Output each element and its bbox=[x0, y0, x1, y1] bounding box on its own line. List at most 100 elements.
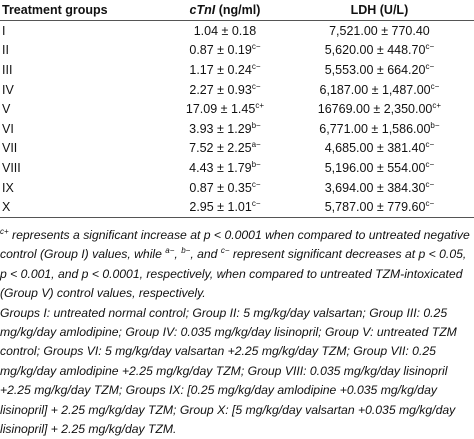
ldh-cell: 6,187.00 ± 1,487.00c− bbox=[285, 80, 474, 100]
ctni-cell: 4.43 ± 1.79b− bbox=[165, 158, 285, 178]
significance-mark: c− bbox=[425, 61, 435, 71]
ldh-value: 4,685.00 ± 381.40 bbox=[324, 141, 426, 156]
results-table: Treatment groups cTnI (ng/ml) LDH (U/L) … bbox=[0, 0, 474, 218]
ldh-cell: 5,620.00 ± 448.70c− bbox=[285, 41, 474, 61]
footnote: c+ represents a significant increase at … bbox=[0, 226, 470, 304]
footnote-mark: c+ bbox=[0, 226, 9, 236]
ctni-value: 1.17 ± 0.24 bbox=[189, 62, 252, 77]
ctni-cell: 1.17 ± 0.24c− bbox=[165, 60, 285, 80]
table-row: VI 3.93 ± 1.29b− 6,771.00 ± 1,586.00b− bbox=[0, 119, 474, 139]
group-cell: X bbox=[0, 197, 166, 218]
table-row: X 2.95 ± 1.01c− 5,787.00 ± 779.60c− bbox=[0, 197, 474, 218]
header-row: Treatment groups cTnI (ng/ml) LDH (U/L) bbox=[0, 0, 474, 21]
table-row: VII 7.52 ± 2.25a− 4,685.00 ± 381.40c− bbox=[0, 139, 474, 159]
ctni-value: 0.87 ± 0.19 bbox=[189, 43, 252, 58]
significance-mark: c− bbox=[251, 198, 261, 208]
table-header: Treatment groups cTnI (ng/ml) LDH (U/L) bbox=[0, 0, 474, 21]
ldh-cell: 16769.00 ± 2,350.00c+ bbox=[285, 99, 474, 119]
significance-mark: c− bbox=[251, 179, 261, 189]
footnote-text: Groups I: untreated normal control; Grou… bbox=[0, 305, 457, 437]
ldh-value: 3,694.00 ± 384.30 bbox=[324, 180, 426, 195]
ldh-cell: 4,685.00 ± 381.40c− bbox=[285, 139, 474, 159]
table-body: I 1.04 ± 0.18 7,521.00 ± 770.40 II 0.87 ± 0.… bbox=[0, 21, 474, 218]
ldh-value: 6,187.00 ± 1,487.00 bbox=[319, 82, 431, 97]
header-text: cTnI bbox=[189, 3, 216, 17]
table-row: II 0.87 ± 0.19c− 5,620.00 ± 448.70c− bbox=[0, 41, 474, 61]
footnote-mark: c− bbox=[220, 246, 230, 256]
group-cell: VI bbox=[2, 121, 14, 136]
ctni-cell: 2.95 ± 1.01c− bbox=[165, 197, 285, 218]
table-row: VIII 4.43 ± 1.79b− 5,196.00 ± 554.00c− bbox=[0, 158, 474, 178]
significance-mark: c− bbox=[425, 140, 435, 150]
table-row: IV 2.27 ± 0.93c− 6,187.00 ± 1,487.00c− bbox=[0, 80, 474, 100]
ldh-cell: 6,771.00 ± 1,586.00b− bbox=[285, 119, 474, 139]
footnote-text: represent significant decreases at p < 0… bbox=[0, 247, 467, 301]
ctni-cell: 3.93 ± 1.29b− bbox=[165, 119, 285, 139]
ctni-cell: 7.52 ± 2.25a− bbox=[165, 139, 285, 159]
significance-mark: b− bbox=[430, 120, 440, 130]
significance-mark: c− bbox=[251, 42, 261, 52]
significance-mark: b− bbox=[251, 159, 261, 169]
group-cell: VII bbox=[2, 141, 18, 156]
footnote-mark: a− bbox=[165, 246, 175, 256]
ctni-cell: 1.04 ± 0.18 bbox=[165, 21, 285, 41]
group-cell: IV bbox=[2, 82, 14, 97]
footnote-text: represents a significant increase at p <… bbox=[0, 228, 470, 262]
ctni-cell: 0.87 ± 0.19c− bbox=[165, 41, 285, 61]
significance-mark: c− bbox=[251, 61, 261, 71]
significance-mark: c− bbox=[425, 179, 435, 189]
footnote-text: , bbox=[174, 247, 182, 262]
significance-mark: c− bbox=[425, 42, 435, 52]
footnote-text: , and bbox=[190, 247, 221, 262]
ctni-value: 2.95 ± 1.01 bbox=[189, 200, 252, 215]
table-row: IX 0.87 ± 0.35c− 3,694.00 ± 384.30c− bbox=[0, 178, 474, 198]
ctni-value: 7.52 ± 2.25 bbox=[189, 141, 252, 156]
header-cell: Treatment groups bbox=[0, 0, 166, 21]
ldh-value: 5,196.00 ± 554.00 bbox=[324, 160, 426, 175]
ctni-cell: 0.87 ± 0.35c− bbox=[165, 178, 285, 198]
table-row: I 1.04 ± 0.18 7,521.00 ± 770.40 bbox=[0, 21, 474, 41]
table-row: V 17.09 ± 1.45c+ 16769.00 ± 2,350.00c+ bbox=[0, 99, 474, 119]
group-cell: V bbox=[2, 102, 11, 117]
ldh-cell: 7,521.00 ± 770.40 bbox=[285, 21, 474, 41]
footnote-mark: b− bbox=[181, 246, 191, 256]
ldh-cell: 5,196.00 ± 554.00c− bbox=[285, 158, 474, 178]
ldh-value: 16769.00 ± 2,350.00 bbox=[317, 102, 433, 117]
footnotes: c+ represents a significant increase at … bbox=[0, 226, 470, 439]
ldh-cell: 5,787.00 ± 779.60c− bbox=[284, 197, 474, 218]
ldh-value: 7,521.00 ± 770.40 bbox=[329, 23, 430, 38]
ctni-cell: 2.27 ± 0.93c− bbox=[165, 80, 285, 100]
significance-mark: c− bbox=[425, 159, 435, 169]
significance-mark: b− bbox=[251, 120, 261, 130]
ctni-value: 0.87 ± 0.35 bbox=[189, 180, 252, 195]
ldh-cell: 5,553.00 ± 664.20c− bbox=[285, 60, 474, 80]
group-cell: IX bbox=[2, 180, 14, 195]
ctni-value: 2.27 ± 0.93 bbox=[189, 82, 252, 97]
footnote: Groups I: untreated normal control; Grou… bbox=[0, 304, 470, 439]
ldh-value: 5,553.00 ± 664.20 bbox=[324, 62, 426, 77]
ctni-value: 3.93 ± 1.29 bbox=[189, 121, 252, 136]
ctni-value: 4.43 ± 1.79 bbox=[189, 160, 252, 175]
ldh-value: 5,787.00 ± 779.60 bbox=[324, 200, 426, 215]
significance-mark: c− bbox=[425, 198, 435, 208]
significance-mark: a− bbox=[251, 140, 261, 150]
ctni-cell: 17.09 ± 1.45c+ bbox=[165, 99, 285, 119]
significance-mark: c+ bbox=[255, 101, 264, 111]
group-cell: I bbox=[2, 23, 6, 38]
ldh-cell: 3,694.00 ± 384.30c− bbox=[285, 178, 474, 198]
ctni-value: 17.09 ± 1.45 bbox=[185, 102, 256, 117]
header-cell: cTnI (ng/ml) bbox=[165, 0, 285, 21]
significance-mark: c− bbox=[251, 81, 261, 91]
group-cell: II bbox=[2, 43, 9, 58]
group-cell: III bbox=[2, 62, 13, 77]
group-cell: VIII bbox=[2, 160, 21, 175]
ldh-value: 5,620.00 ± 448.70 bbox=[324, 43, 426, 58]
ctni-value: 1.04 ± 0.18 bbox=[193, 23, 257, 38]
significance-mark: c− bbox=[430, 81, 440, 91]
ldh-value: 6,771.00 ± 1,586.00 bbox=[319, 121, 431, 136]
header-cell: LDH (U/L) bbox=[284, 0, 474, 21]
table-row: III 1.17 ± 0.24c− 5,553.00 ± 664.20c− bbox=[0, 60, 474, 80]
significance-mark: c+ bbox=[432, 101, 442, 111]
header-text: (ng/ml) bbox=[218, 3, 261, 17]
